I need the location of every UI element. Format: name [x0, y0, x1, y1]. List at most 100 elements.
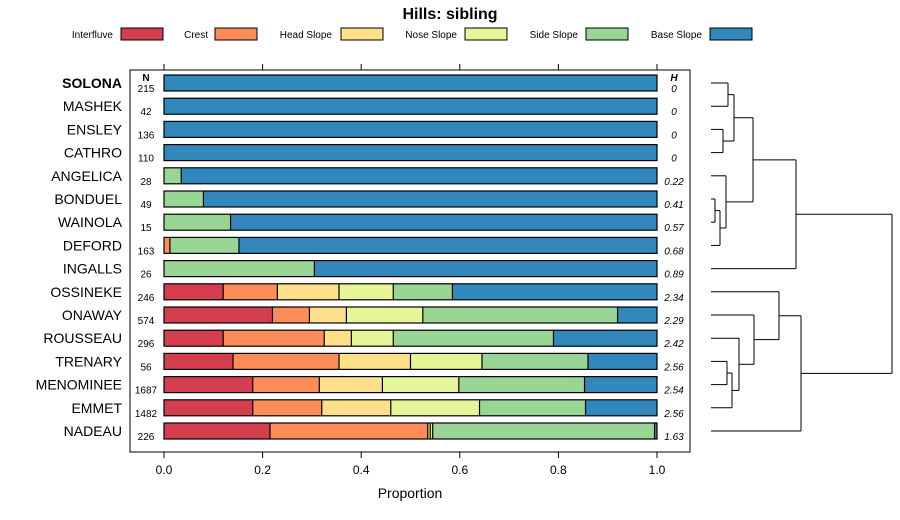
- bar-outline-rousseau: [163, 329, 658, 347]
- legend-swatch-side-slope: [585, 27, 629, 41]
- legend-label-head-slope: Head Slope: [280, 30, 333, 41]
- bar-segment-wainola-side-slope: [164, 214, 231, 231]
- bar-segment-angelica-side-slope: [164, 167, 182, 184]
- bar-segment-nadeau-head-slope: [427, 423, 431, 439]
- h-value-ossineke: 2.34: [663, 293, 684, 304]
- x-axis: 0.0 0.2 0.4 0.6 0.8 1.0: [156, 64, 666, 477]
- bar-segment-mashek-base-slope: [164, 98, 657, 115]
- bar-outline-mashek: [163, 97, 658, 115]
- row-label-bonduel: BONDUEL: [54, 191, 122, 207]
- bar-segment-ensley-base-slope: [164, 121, 657, 138]
- bar-segment-onaway-head-slope: [309, 307, 347, 323]
- bar-segment-angelica-base-slope: [181, 167, 657, 184]
- bar-segment-emmet-interfluve: [164, 399, 253, 416]
- bar-outline-solona: [163, 74, 658, 92]
- row-label-menominee: MENOMINEE: [36, 377, 122, 393]
- h-value-mashek: 0: [671, 107, 677, 118]
- bar-segment-ossineke-nose-slope: [339, 283, 394, 300]
- bar-segment-trenary-crest: [233, 353, 340, 370]
- bar-outline-ingalls: [163, 260, 658, 278]
- bar-segment-rousseau-nose-slope: [351, 330, 394, 347]
- bar-outline-trenary: [163, 352, 658, 370]
- bar-segment-bonduel-base-slope: [203, 191, 657, 207]
- bar-segment-nadeau-base-slope: [654, 423, 657, 439]
- n-value-angelica: 28: [140, 177, 152, 188]
- row-label-cathro: CATHRO: [64, 145, 122, 161]
- bar-segment-rousseau-head-slope: [324, 330, 352, 347]
- n-value-emmet: 1482: [135, 409, 158, 420]
- h-column-header: H: [670, 73, 678, 84]
- h-value-rousseau: 2.42: [663, 339, 684, 350]
- bar-segment-onaway-nose-slope: [346, 307, 423, 323]
- bar-segment-rousseau-base-slope: [553, 330, 657, 347]
- n-value-bonduel: 49: [140, 200, 152, 211]
- legend-swatch-head-slope: [340, 27, 384, 41]
- bar-outline-ossineke: [163, 283, 658, 301]
- dendrogram: [711, 82, 893, 432]
- n-value-trenary: 56: [140, 362, 152, 373]
- bar-segment-menominee-side-slope: [458, 376, 585, 393]
- bar-outline-deford: [163, 236, 658, 254]
- n-value-rousseau: 296: [138, 339, 155, 350]
- bar-segment-menominee-head-slope: [319, 376, 383, 393]
- bar-segment-cathro-base-slope: [164, 144, 657, 161]
- bar-segment-ossineke-base-slope: [452, 283, 657, 300]
- bar-outline-emmet: [163, 399, 658, 417]
- bar-segment-trenary-side-slope: [481, 353, 588, 370]
- x-tick-label: 0.0: [156, 463, 173, 477]
- n-value-ensley: 136: [138, 130, 155, 141]
- n-column-header: N: [142, 73, 149, 84]
- row-label-ossineke: OSSINEKE: [50, 284, 122, 300]
- bar-segment-rousseau-side-slope: [393, 330, 554, 347]
- n-value-nadeau: 226: [138, 432, 155, 443]
- h-value-wainola: 0.57: [664, 223, 684, 234]
- legend-swatch-interfluve: [120, 27, 164, 41]
- bar-segment-ossineke-crest: [223, 283, 278, 300]
- bar-segment-deford-base-slope: [238, 237, 657, 254]
- bar-segment-ossineke-head-slope: [277, 283, 340, 300]
- bar-segment-emmet-head-slope: [321, 399, 391, 416]
- bar-segment-deford-side-slope: [169, 237, 239, 254]
- bar-segment-solona-base-slope: [164, 75, 657, 91]
- bar-segment-emmet-side-slope: [479, 399, 586, 416]
- rows: SOLONA 215 0 MASHEK 42 0 ENSLEY 136 0 CATHRO 110 0 A…: [36, 74, 684, 443]
- legend-swatch-nose-slope: [464, 27, 508, 41]
- bar-outline-cathro: [163, 144, 658, 162]
- row-label-ensley: ENSLEY: [67, 121, 123, 137]
- legend-swatch-base-slope: [709, 27, 753, 41]
- row-label-wainola: WAINOLA: [58, 214, 123, 230]
- bar-segment-onaway-interfluve: [164, 307, 273, 323]
- bar-segment-menominee-crest: [252, 376, 320, 393]
- bar-segment-nadeau-interfluve: [164, 423, 270, 439]
- bar-segment-onaway-base-slope: [617, 307, 657, 323]
- n-value-wainola: 15: [140, 223, 152, 234]
- h-value-emmet: 2.56: [663, 409, 684, 420]
- bar-segment-bonduel-side-slope: [164, 191, 204, 207]
- bar-segment-emmet-nose-slope: [390, 399, 480, 416]
- h-value-ensley: 0: [671, 130, 677, 141]
- bar-segment-ossineke-side-slope: [393, 283, 453, 300]
- row-label-nadeau: NADEAU: [64, 423, 122, 439]
- x-tick-label: 1.0: [649, 463, 666, 477]
- row-label-emmet: EMMET: [71, 400, 122, 416]
- n-value-deford: 163: [138, 246, 155, 257]
- x-tick-label: 0.4: [353, 463, 370, 477]
- bar-segment-ingalls-base-slope: [314, 260, 657, 277]
- h-value-deford: 0.68: [664, 246, 684, 257]
- bar-segment-deford-crest: [164, 237, 170, 254]
- x-tick-label: 0.8: [550, 463, 567, 477]
- bar-segment-menominee-interfluve: [164, 376, 253, 393]
- h-value-onaway: 2.29: [663, 316, 684, 327]
- legend-swatch-crest: [214, 27, 258, 41]
- bar-segment-nadeau-side-slope: [432, 423, 655, 439]
- bar-segment-trenary-nose-slope: [410, 353, 482, 370]
- x-tick-label: 0.2: [254, 463, 271, 477]
- h-value-menominee: 2.54: [663, 386, 684, 397]
- row-label-ingalls: INGALLS: [63, 261, 122, 277]
- bar-segment-onaway-crest: [272, 307, 310, 323]
- legend-label-side-slope: Side Slope: [530, 30, 579, 41]
- bar-outline-angelica: [163, 167, 658, 185]
- h-value-cathro: 0: [671, 154, 677, 165]
- bar-segment-emmet-crest: [252, 399, 322, 416]
- bar-segment-menominee-nose-slope: [382, 376, 459, 393]
